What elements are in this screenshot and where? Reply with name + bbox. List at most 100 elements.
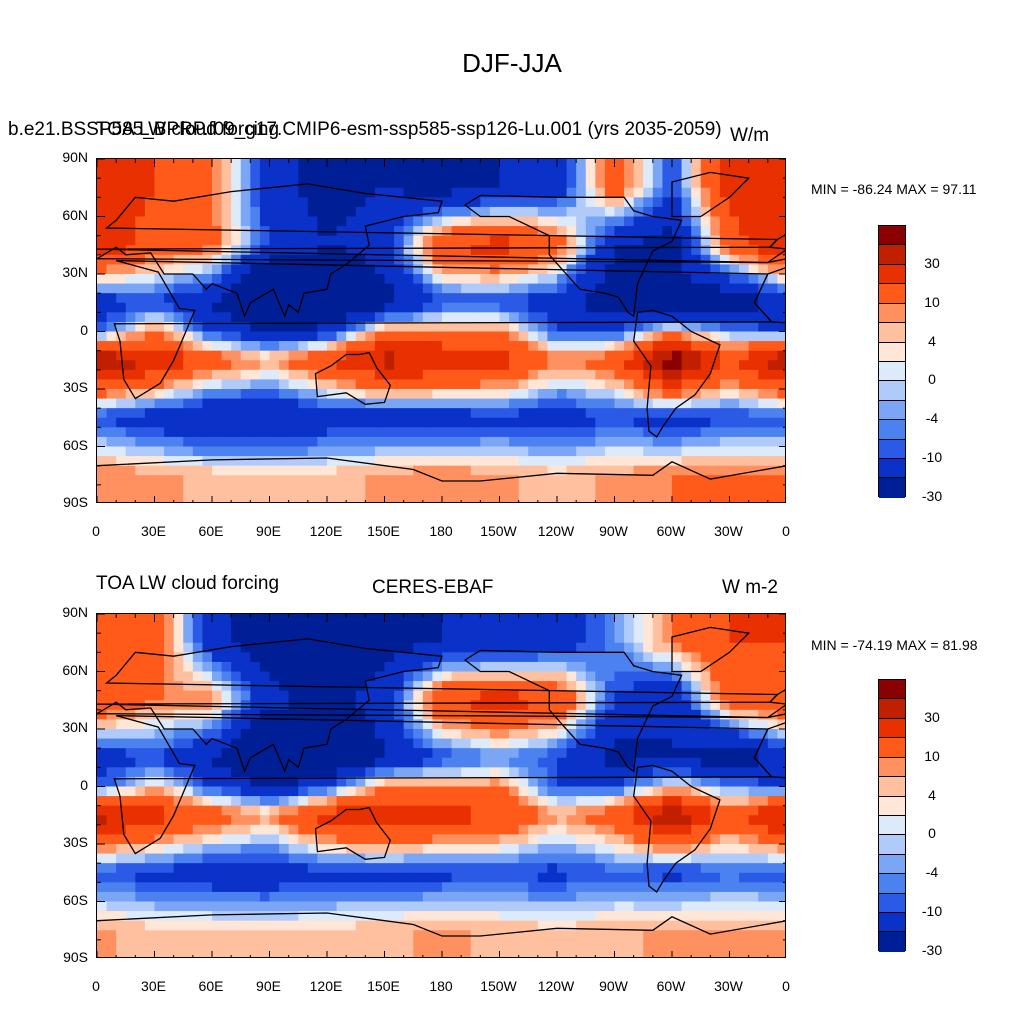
field-cell — [489, 254, 501, 266]
field-cell — [154, 834, 165, 845]
field-cell — [279, 911, 290, 922]
field-cell — [192, 283, 204, 294]
field-cell — [307, 671, 319, 682]
field-cell — [480, 786, 491, 797]
field-cell — [317, 321, 328, 333]
field-cell — [365, 891, 376, 903]
field-cell — [451, 389, 462, 400]
field-cell — [672, 360, 683, 371]
field-cell — [710, 815, 721, 826]
field-cell — [739, 652, 750, 663]
field-cell — [403, 484, 414, 496]
field-cell — [336, 456, 347, 467]
field-cell — [192, 844, 204, 855]
field-cell — [231, 293, 242, 304]
field-cell — [767, 776, 779, 788]
field-cell — [499, 350, 510, 361]
field-cell — [192, 901, 204, 912]
field-cell — [403, 159, 414, 170]
field-cell — [633, 264, 644, 275]
field-cell — [106, 709, 117, 721]
field-cell — [729, 767, 740, 778]
field-cell — [336, 738, 347, 749]
field-cell — [719, 748, 731, 759]
field-cell — [298, 245, 309, 256]
field-cell — [461, 436, 472, 448]
field-cell — [403, 389, 414, 400]
panel1-colorbar-swatch — [879, 361, 905, 382]
field-cell — [374, 719, 386, 730]
field-cell — [662, 681, 673, 692]
field-cell — [269, 302, 280, 313]
field-cell — [183, 197, 194, 208]
field-cell — [576, 235, 587, 246]
field-cell — [576, 408, 587, 419]
field-cell — [547, 283, 558, 294]
field-cell — [116, 901, 127, 912]
field-cell — [346, 824, 357, 836]
field-cell — [144, 891, 156, 903]
field-cell — [212, 293, 223, 304]
field-cell — [470, 901, 481, 912]
field-cell — [681, 216, 692, 227]
field-cell — [537, 633, 549, 644]
field-cell — [719, 206, 731, 218]
field-cell — [442, 427, 453, 438]
field-cell — [346, 882, 357, 893]
field-cell — [489, 824, 501, 836]
field-cell — [173, 274, 184, 285]
field-cell — [106, 226, 117, 237]
field-cell — [422, 206, 434, 218]
field-cell — [346, 844, 357, 855]
field-cell — [413, 891, 424, 903]
field-cell — [327, 748, 338, 759]
field-cell — [710, 312, 721, 323]
field-cell — [365, 863, 376, 874]
field-cell — [307, 652, 319, 663]
field-cell — [461, 235, 472, 246]
field-cell — [135, 776, 146, 788]
field-cell — [700, 465, 711, 476]
field-cell — [164, 341, 175, 352]
field-cell — [154, 494, 165, 502]
field-cell — [250, 911, 261, 922]
field-cell — [202, 331, 213, 342]
field-cell — [643, 494, 654, 502]
field-cell — [547, 709, 558, 721]
field-cell — [384, 312, 395, 323]
field-cell — [317, 853, 328, 864]
field-cell — [355, 729, 366, 740]
field-cell — [384, 671, 395, 682]
field-cell — [432, 427, 443, 438]
field-cell — [135, 264, 146, 275]
field-cell — [537, 321, 549, 333]
field-cell — [202, 168, 213, 179]
field-cell — [259, 341, 271, 352]
field-cell — [480, 681, 491, 692]
field-cell — [442, 389, 453, 400]
field-cell — [461, 178, 472, 189]
field-cell — [585, 331, 596, 342]
field-cell — [767, 757, 779, 768]
field-cell — [336, 671, 347, 682]
field-cell — [595, 681, 606, 692]
field-cell — [403, 700, 414, 711]
field-cell — [173, 786, 184, 797]
field-cell — [739, 614, 750, 625]
field-cell — [691, 729, 702, 740]
field-cell — [700, 738, 711, 749]
field-cell — [777, 853, 785, 864]
field-cell — [432, 863, 443, 874]
field-cell — [394, 633, 405, 644]
field-cell — [403, 776, 414, 788]
field-cell — [346, 671, 357, 682]
field-cell — [681, 475, 692, 486]
field-cell — [748, 178, 759, 189]
field-cell — [394, 235, 405, 246]
field-cell — [183, 398, 194, 409]
field-cell — [652, 360, 664, 371]
field-cell — [432, 235, 443, 246]
field-cell — [604, 159, 616, 170]
field-cell — [422, 834, 434, 845]
field-cell — [317, 767, 328, 778]
